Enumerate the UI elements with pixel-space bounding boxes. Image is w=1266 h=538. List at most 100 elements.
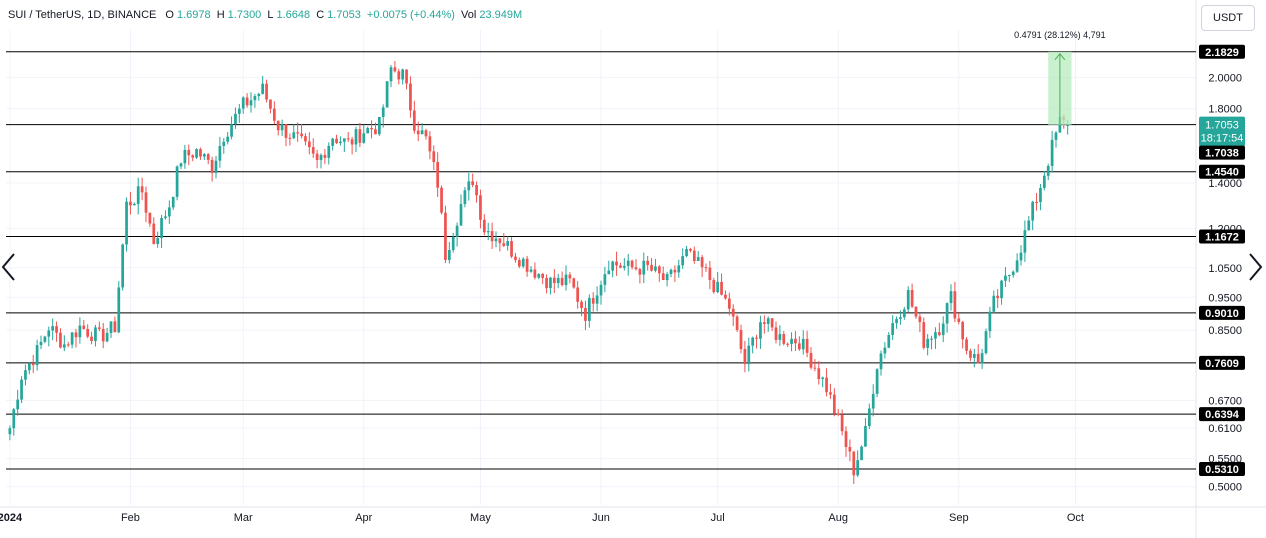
symbol-label[interactable]: SUI / TetherUS, 1D, BINANCE	[8, 9, 157, 21]
candle-body	[24, 370, 27, 380]
measure-arrow-head	[1054, 52, 1066, 61]
candle-body	[657, 266, 661, 274]
candle-body	[514, 256, 517, 261]
candle-body	[440, 187, 443, 213]
candle-body	[160, 218, 163, 239]
change-value: +0.0075 (+0.44%)	[366, 9, 455, 21]
candle-body	[191, 155, 195, 158]
candle-body	[673, 269, 677, 273]
candle-body	[490, 231, 494, 242]
candle-body	[175, 166, 179, 197]
candle-body	[731, 308, 735, 317]
candle-body	[86, 329, 90, 337]
low-label: L	[267, 9, 274, 21]
candle-body	[716, 281, 720, 293]
candle-body	[187, 149, 191, 156]
candle-body	[591, 298, 595, 304]
candle-body	[249, 100, 253, 106]
candle-body	[304, 136, 307, 142]
candle-body	[59, 332, 62, 348]
candle-body	[619, 265, 622, 268]
candle-body	[506, 241, 510, 246]
candle-body	[39, 341, 43, 346]
candle-body	[914, 306, 918, 317]
candle-body	[848, 446, 852, 452]
current-price-label: 1.7053	[1205, 120, 1239, 132]
candle-body	[844, 431, 848, 447]
candle-body	[451, 236, 455, 251]
candle-body	[984, 331, 988, 354]
candle-body	[424, 130, 428, 137]
candle-body	[276, 120, 280, 131]
x-tick-label: May	[470, 512, 491, 524]
candle-body	[724, 294, 727, 299]
candle-body	[350, 139, 354, 145]
candle-body	[677, 265, 681, 273]
candle-body	[20, 379, 23, 400]
currency-button[interactable]: USDT	[1201, 5, 1255, 31]
y-tick-label: 0.8500	[1208, 325, 1242, 337]
volume-label: Vol	[461, 9, 477, 21]
candle-body	[809, 352, 813, 368]
candle-body	[599, 284, 603, 296]
candle-body	[230, 124, 233, 137]
volume-value: 23.949M	[479, 9, 523, 21]
candle-body	[51, 326, 55, 331]
candle-body	[587, 298, 591, 321]
candle-body	[272, 108, 276, 121]
candle-body	[140, 186, 144, 193]
candle-body	[432, 151, 436, 163]
candle-body	[891, 323, 895, 335]
candle-body	[222, 141, 226, 146]
candle-body	[463, 190, 467, 205]
candle-body	[646, 260, 650, 265]
candle-body	[164, 216, 167, 219]
candle-body	[1027, 220, 1031, 231]
candle-body	[1066, 124, 1070, 126]
candle-body	[241, 97, 245, 109]
x-tick-label: Sep	[949, 512, 969, 524]
candle-body	[895, 319, 898, 324]
candle-body	[972, 354, 976, 358]
candle-body	[918, 316, 922, 323]
candle-body	[957, 318, 961, 323]
x-tick-label: Oct	[1067, 512, 1084, 524]
candle-body	[860, 446, 863, 461]
candle-body	[136, 186, 140, 204]
candle-body	[397, 71, 401, 80]
candle-body	[852, 451, 856, 476]
x-tick-label: Aug	[828, 512, 848, 524]
candle-body	[603, 274, 607, 285]
candle-body	[257, 93, 261, 97]
candle-body	[1000, 280, 1003, 299]
candle-body	[747, 345, 751, 365]
candle-body	[770, 318, 774, 328]
candle-body	[689, 248, 692, 251]
candle-body	[234, 113, 237, 125]
candle-body	[782, 334, 786, 344]
level-badge	[1199, 145, 1245, 160]
candle-body	[899, 317, 902, 320]
chevron-left-icon[interactable]	[0, 252, 18, 282]
candle-body	[335, 138, 338, 144]
candle-body	[537, 273, 541, 278]
candle-body	[545, 277, 548, 289]
candle-body	[420, 130, 424, 135]
candle-body	[801, 338, 805, 350]
candle-body	[856, 460, 860, 476]
candle-body	[778, 334, 782, 340]
candle-body	[471, 181, 475, 186]
candle-body	[94, 327, 97, 342]
x-tick-label: Jul	[711, 512, 725, 524]
candle-body	[1046, 165, 1050, 176]
candle-body	[953, 291, 957, 319]
candle-body	[354, 129, 358, 145]
candle-body	[696, 257, 700, 262]
candle-body	[113, 321, 117, 333]
candle-body	[218, 145, 222, 161]
candle-body	[906, 289, 910, 310]
chevron-right-icon[interactable]	[1246, 252, 1264, 282]
candle-body	[875, 369, 879, 394]
